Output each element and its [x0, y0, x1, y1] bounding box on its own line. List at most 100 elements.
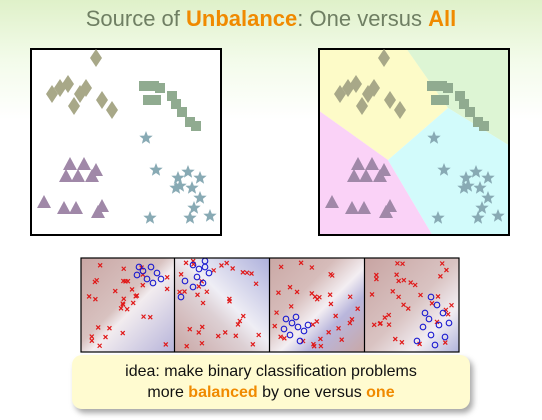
triangle-marker	[89, 163, 103, 176]
cross-marker	[164, 286, 170, 292]
cross-marker	[200, 300, 206, 306]
cross-marker	[94, 277, 100, 283]
triangle-marker	[59, 169, 73, 182]
cross-marker	[443, 307, 449, 313]
cross-marker	[124, 306, 130, 312]
cross-marker	[177, 289, 183, 295]
cross-marker	[199, 324, 205, 330]
cross-marker	[253, 281, 259, 287]
star-marker	[143, 211, 157, 224]
circle-marker	[445, 319, 453, 327]
circle-marker	[300, 327, 308, 335]
circle-marker	[153, 269, 161, 277]
cross-marker	[222, 330, 228, 335]
square-marker	[155, 83, 165, 93]
star-marker	[427, 131, 441, 144]
region-cyan	[388, 108, 509, 235]
cross-marker	[327, 292, 333, 298]
star-marker	[169, 181, 183, 194]
cross-marker	[233, 333, 239, 339]
square-marker	[149, 81, 159, 91]
cross-marker	[401, 277, 407, 283]
cross-marker	[276, 290, 281, 296]
cross-marker	[439, 261, 445, 266]
circle-marker	[413, 337, 421, 345]
title-part-2: : One versus	[297, 6, 429, 31]
cross-marker	[386, 312, 392, 318]
cross-marker	[408, 280, 414, 285]
circle-marker	[199, 279, 207, 287]
cross-marker	[318, 343, 324, 349]
triangle-marker	[77, 157, 91, 170]
circle-marker	[427, 331, 435, 339]
triangle-marker	[383, 199, 397, 212]
cross-marker	[199, 340, 205, 346]
cross-marker	[437, 273, 443, 279]
ova-regions-panel	[318, 48, 510, 236]
circle-marker	[195, 265, 203, 273]
cross-marker	[390, 288, 396, 294]
callout-line-2: more balanced by one versus one	[72, 382, 470, 403]
cross-marker	[123, 278, 128, 284]
star-marker	[457, 181, 471, 194]
square-marker	[171, 99, 181, 109]
star-marker	[185, 181, 199, 194]
circle-marker	[421, 309, 429, 317]
raw-data-markers	[37, 49, 217, 224]
cross-marker	[339, 337, 345, 343]
triangle-marker	[377, 163, 391, 176]
cross-marker	[278, 334, 284, 340]
cross-marker	[314, 296, 320, 302]
square-marker	[443, 83, 453, 93]
cross-marker	[355, 306, 361, 312]
star-marker	[203, 209, 217, 222]
circle-marker	[304, 321, 312, 329]
star-marker	[431, 211, 445, 224]
cross-marker	[274, 310, 279, 316]
cross-marker	[244, 270, 250, 276]
circle-marker	[433, 301, 441, 309]
triangle-marker	[57, 201, 71, 214]
cross-marker	[287, 284, 293, 290]
diamond-marker	[350, 75, 362, 93]
cross-marker	[224, 260, 230, 266]
circle-marker	[205, 269, 213, 277]
ova-markers	[325, 49, 505, 224]
cross-marker	[396, 294, 402, 300]
diamond-marker	[394, 101, 406, 119]
triangle-marker	[345, 201, 359, 214]
circle-marker	[435, 321, 443, 329]
diamond-marker	[68, 97, 80, 115]
cross-marker	[310, 322, 316, 327]
cross-marker	[141, 314, 146, 320]
cross-marker	[309, 291, 315, 296]
cross-marker	[95, 325, 101, 330]
cross-marker	[434, 319, 440, 325]
circle-marker	[292, 313, 300, 321]
cross-marker	[395, 260, 400, 266]
region-pink	[319, 110, 433, 235]
cross-marker	[240, 269, 246, 275]
cross-marker	[86, 294, 92, 299]
cross-marker	[249, 271, 254, 276]
cross-marker	[417, 341, 423, 347]
triangle-marker	[359, 169, 373, 182]
circle-marker	[139, 267, 147, 275]
square-marker	[431, 95, 441, 105]
star-marker	[193, 191, 207, 204]
circle-marker	[147, 263, 155, 271]
circle-marker	[441, 333, 449, 341]
square-marker	[473, 117, 483, 127]
cross-marker	[445, 311, 451, 317]
title-highlight-all: All	[428, 6, 457, 31]
cross-marker	[373, 272, 379, 278]
cross-marker	[196, 284, 202, 289]
cross-marker	[204, 289, 210, 295]
circle-marker	[419, 323, 427, 331]
cross-marker	[195, 292, 200, 298]
triangle-marker	[95, 199, 109, 212]
circle-marker	[181, 277, 189, 285]
star-marker	[481, 191, 495, 204]
cross-marker	[326, 329, 332, 335]
title-part-1: Source of	[85, 6, 187, 31]
